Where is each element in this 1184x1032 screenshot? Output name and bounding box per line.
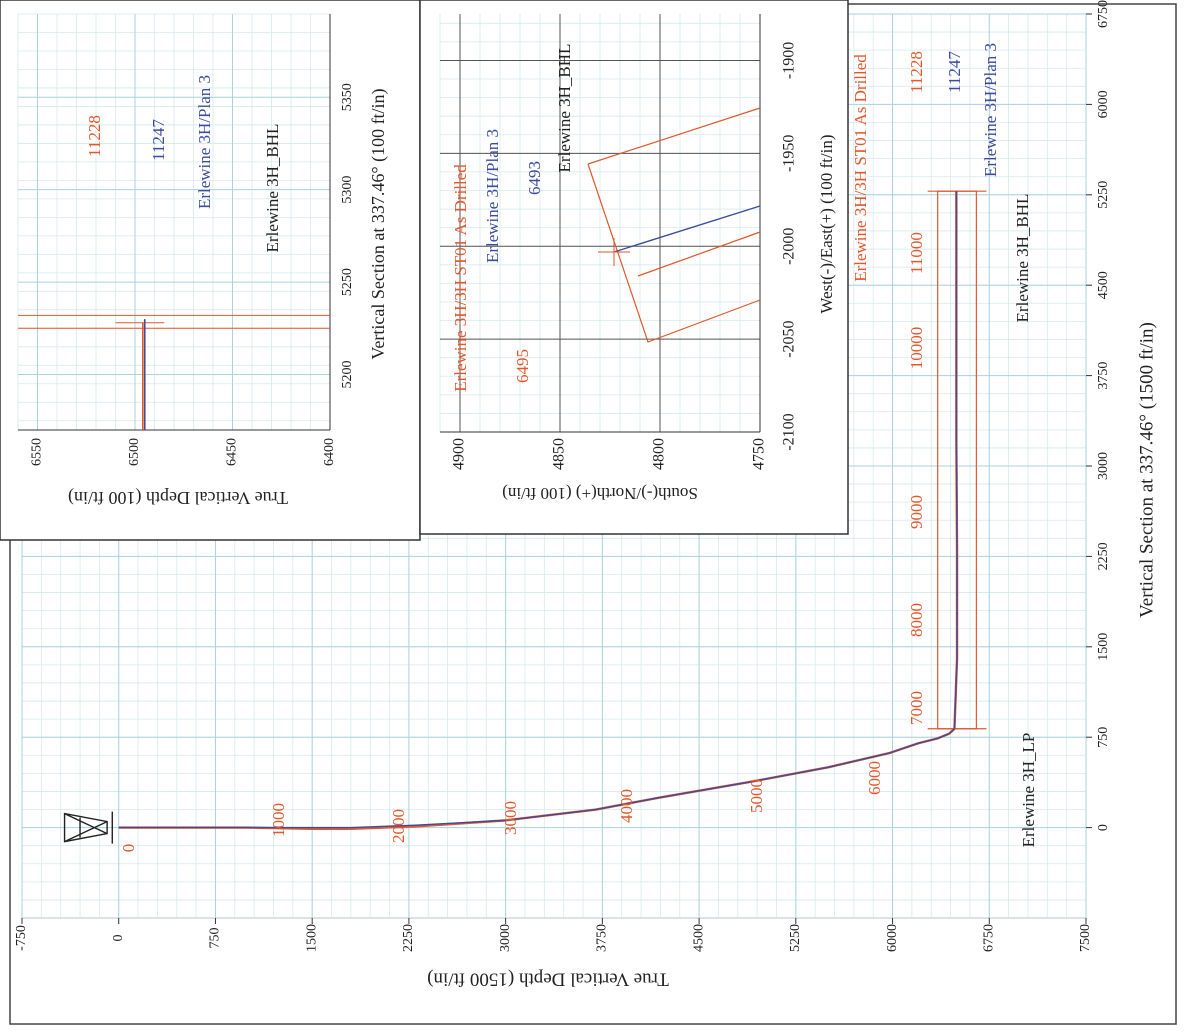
md-label: 0	[119, 844, 138, 853]
y-tick-label: 4500	[691, 924, 706, 952]
y-tick-label: 7500	[1078, 924, 1093, 952]
y-tick-label: 4800	[651, 438, 668, 470]
plan-md-label: 11247	[149, 119, 168, 161]
bhl-label: Erlewine 3H_BHL	[555, 44, 574, 173]
md-label: 10000	[907, 327, 926, 370]
target-bhl-label: Erlewine 3H_BHL	[1013, 194, 1032, 323]
x-axis-title: Vertical Section at 337.46° (1500 ft/in)	[1136, 322, 1157, 618]
legend-as-drilled: Erlewine 3H/3H ST01 As Drilled	[451, 164, 470, 392]
y-tick-label: 750	[208, 928, 223, 949]
y-tick-label: 3750	[595, 924, 610, 952]
y-tick-label: 6000	[885, 924, 900, 952]
y-tick-label: -750	[14, 925, 29, 951]
md-label: 7000	[907, 691, 926, 725]
x-tick-label: -2000	[781, 228, 798, 265]
inset-frame	[0, 0, 421, 541]
x-tick-label: -2100	[781, 413, 798, 450]
md-label: 11000	[907, 232, 926, 274]
y-tick-label: 2250	[401, 924, 416, 952]
bhl-label: Erlewine 3H_BHL	[263, 124, 282, 253]
x-tick-label: -1950	[781, 135, 798, 172]
y-tick-label: 4750	[751, 438, 768, 470]
md-label: 2000	[389, 809, 408, 843]
md-label: 4000	[617, 789, 636, 823]
x-tick-label: 1500	[1096, 633, 1111, 661]
x-tick-label: 3750	[1096, 362, 1111, 390]
y-axis-title: True Vertical Depth (100 ft/in)	[68, 487, 288, 508]
legend-plan: Erlewine 3H/Plan 3	[483, 129, 502, 263]
md-label: 6495	[513, 349, 532, 383]
inset-plan-view-chart: 4900 4850 4800 4750 -2100 -2050 -2000 -1950 -190…	[419, 0, 849, 535]
y-tick-label: 3000	[498, 924, 513, 952]
plan-label: Erlewine 3H/Plan 3	[195, 75, 214, 209]
y-tick-label: 5250	[788, 924, 803, 952]
y-tick-label: 0	[111, 935, 126, 942]
x-axis-title: West(-)/East(+) (100 ft/in)	[817, 134, 836, 313]
inset-frame	[419, 0, 849, 535]
y-tick-label: 6750	[981, 924, 996, 952]
x-tick-label: 6750	[1096, 0, 1111, 28]
y-axis-title: True Vertical Depth (1500 ft/in)	[427, 969, 669, 990]
legend-plan: Erlewine 3H/Plan 3	[981, 43, 1000, 177]
x-tick-label: -1900	[781, 42, 798, 79]
x-tick-label: 3000	[1096, 452, 1111, 480]
hardline-box	[587, 163, 761, 343]
md-label: 11228	[85, 115, 104, 157]
legend-as-drilled: Erlewine 3H/3H ST01 As Drilled	[851, 54, 870, 282]
md-label: 11228	[907, 51, 926, 93]
rig-icon	[63, 811, 113, 844]
md-label: 8000	[907, 603, 926, 637]
y-tick-label: 6550	[30, 438, 45, 466]
x-tick-label: 5350	[340, 83, 355, 111]
plan-md-label: 6493	[525, 161, 544, 195]
hardline-box	[587, 107, 761, 165]
x-tick-label: 5250	[1096, 181, 1111, 209]
x-tick-label: -2050	[781, 320, 798, 357]
x-axis-title: Vertical Section at 337.46° (100 ft/in)	[368, 88, 389, 359]
y-tick-label: 4900	[451, 438, 468, 470]
y-tick-label: 6450	[225, 438, 240, 466]
md-label: 6000	[865, 761, 884, 795]
series-plan	[118, 191, 958, 829]
target-lp-label: Erlewine 3H_LP	[1019, 733, 1038, 848]
md-label: 3000	[501, 801, 520, 835]
y-tick-label: 6500	[127, 438, 142, 466]
plan-md-label: 11247	[945, 51, 964, 93]
inset-vertical-section-chart: 6550 6500 6450 6400 5200 5250 5300 5350 True Ver…	[0, 0, 421, 541]
y-tick-label: 1500	[304, 924, 319, 952]
series-as-drilled	[637, 231, 761, 277]
x-tick-label: 750	[1096, 727, 1111, 748]
x-tick-label: 5200	[340, 361, 355, 389]
series-plan	[613, 205, 761, 253]
md-label: 9000	[907, 495, 926, 529]
md-label: 5000	[747, 779, 766, 813]
x-tick-label: 6000	[1096, 90, 1111, 118]
x-tick-label: 2250	[1096, 542, 1111, 570]
x-tick-label: 5300	[340, 176, 355, 204]
y-axis-title: South(-)/North(+) (100 ft/in)	[502, 484, 698, 503]
y-tick-label: 6400	[322, 438, 337, 466]
y-tick-label: 4850	[551, 438, 568, 470]
x-tick-label: 4500	[1096, 271, 1111, 299]
x-tick-label: 5250	[340, 268, 355, 296]
x-tick-label: 0	[1096, 824, 1111, 831]
md-label: 1000	[269, 803, 288, 837]
